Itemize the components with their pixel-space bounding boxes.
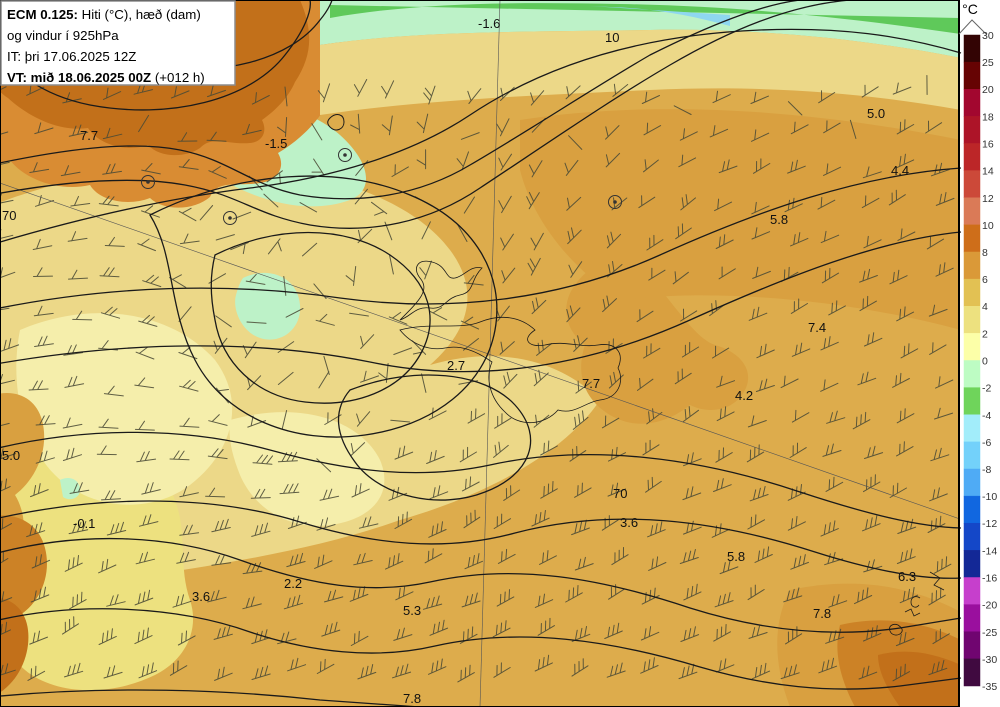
svg-text:70: 70 bbox=[613, 486, 627, 501]
svg-text:2.2: 2.2 bbox=[284, 576, 302, 591]
svg-text:2: 2 bbox=[982, 328, 988, 340]
svg-text:3.6: 3.6 bbox=[192, 589, 210, 604]
svg-text:20: 20 bbox=[982, 84, 994, 96]
svg-text:12: 12 bbox=[982, 193, 994, 205]
svg-text:-30: -30 bbox=[982, 654, 997, 666]
svg-text:5.3: 5.3 bbox=[403, 603, 421, 618]
svg-text:VT: mið 18.06.2025 00Z (+012 h: VT: mið 18.06.2025 00Z (+012 h) bbox=[7, 70, 205, 85]
svg-text:-14: -14 bbox=[982, 545, 997, 557]
svg-text:°C: °C bbox=[962, 1, 978, 17]
svg-text:-20: -20 bbox=[982, 600, 997, 612]
svg-text:ECM 0.125: Hiti (°C), hæð (dam: ECM 0.125: Hiti (°C), hæð (dam) bbox=[7, 7, 201, 22]
svg-text:-10: -10 bbox=[982, 491, 997, 503]
svg-text:-1.6: -1.6 bbox=[478, 16, 500, 31]
svg-text:5.8: 5.8 bbox=[770, 212, 788, 227]
svg-text:14: 14 bbox=[982, 166, 994, 178]
svg-text:7.7: 7.7 bbox=[80, 128, 98, 143]
svg-text:7.7: 7.7 bbox=[582, 376, 600, 391]
svg-text:4.4: 4.4 bbox=[891, 163, 909, 178]
svg-text:18: 18 bbox=[982, 111, 994, 123]
svg-text:7.8: 7.8 bbox=[403, 691, 421, 706]
svg-text:7.4: 7.4 bbox=[808, 320, 826, 335]
svg-text:3.6: 3.6 bbox=[620, 515, 638, 530]
svg-text:5.0: 5.0 bbox=[867, 106, 885, 121]
svg-text:-25: -25 bbox=[982, 627, 997, 639]
svg-text:4: 4 bbox=[982, 301, 988, 313]
svg-text:10: 10 bbox=[982, 220, 994, 232]
svg-text:5.0: 5.0 bbox=[2, 448, 20, 463]
svg-text:-12: -12 bbox=[982, 518, 997, 530]
svg-text:30: 30 bbox=[982, 30, 994, 42]
svg-text:og vindur í 925hPa: og vindur í 925hPa bbox=[7, 28, 119, 43]
svg-text:70: 70 bbox=[2, 208, 16, 223]
svg-text:-1.5: -1.5 bbox=[265, 136, 287, 151]
svg-text:IT: þri 17.06.2025 12Z: IT: þri 17.06.2025 12Z bbox=[7, 49, 136, 64]
svg-text:-4: -4 bbox=[982, 410, 991, 422]
svg-text:-6: -6 bbox=[982, 437, 991, 449]
svg-text:-35: -35 bbox=[982, 681, 997, 693]
svg-text:-2: -2 bbox=[982, 383, 991, 395]
svg-text:-16: -16 bbox=[982, 573, 997, 585]
svg-text:-8: -8 bbox=[982, 464, 991, 476]
svg-text:10: 10 bbox=[605, 30, 619, 45]
svg-text:0: 0 bbox=[982, 356, 988, 368]
svg-text:4.2: 4.2 bbox=[735, 388, 753, 403]
svg-text:25: 25 bbox=[982, 57, 994, 69]
svg-text:5.8: 5.8 bbox=[727, 549, 745, 564]
svg-text:6: 6 bbox=[982, 274, 988, 286]
svg-text:-0.1: -0.1 bbox=[73, 516, 95, 531]
svg-text:8: 8 bbox=[982, 247, 988, 259]
svg-text:16: 16 bbox=[982, 139, 994, 151]
svg-text:6.3: 6.3 bbox=[898, 569, 916, 584]
svg-text:2.7: 2.7 bbox=[447, 358, 465, 373]
svg-text:7.8: 7.8 bbox=[813, 606, 831, 621]
